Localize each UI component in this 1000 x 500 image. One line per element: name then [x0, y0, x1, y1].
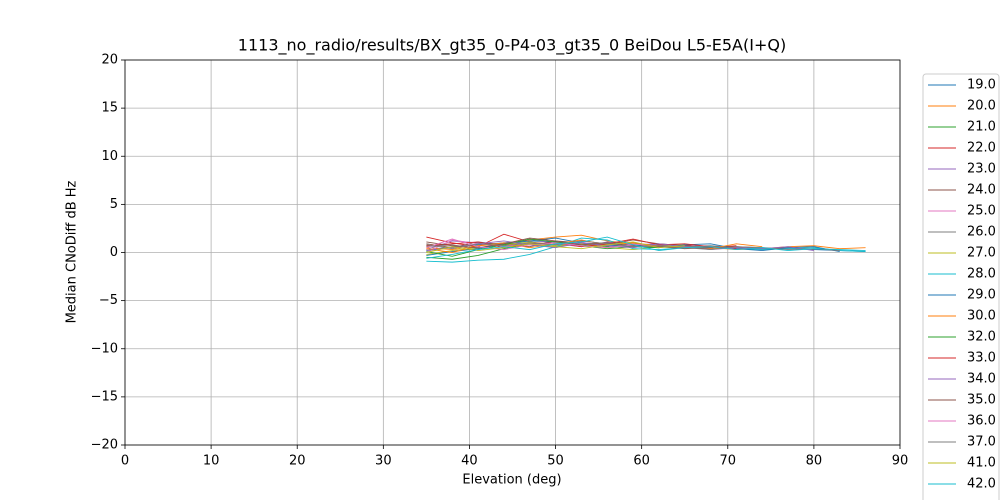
- x-tick-label: 40: [461, 454, 478, 469]
- x-tick-label: 80: [806, 454, 823, 469]
- legend-label: 32.0: [967, 330, 996, 345]
- legend-label: 29.0: [967, 288, 996, 303]
- legend-label: 24.0: [967, 183, 996, 198]
- legend-label: 36.0: [967, 414, 996, 429]
- legend-label: 26.0: [967, 225, 996, 240]
- series-line: [426, 236, 866, 259]
- chart-title: 1113_no_radio/results/BX_gt35_0-P4-03_gt…: [238, 36, 786, 56]
- legend-label: 20.0: [967, 99, 996, 114]
- legend-label: 35.0: [967, 393, 996, 408]
- x-tick-label: 20: [289, 454, 306, 469]
- legend-label: 25.0: [967, 204, 996, 219]
- x-tick-label: 60: [633, 454, 650, 469]
- y-tick-label: 20: [101, 53, 118, 68]
- legend-label: 22.0: [967, 141, 996, 156]
- legend-label: 27.0: [967, 246, 996, 261]
- y-tick-label: −20: [91, 438, 118, 453]
- series-line: [426, 237, 866, 263]
- y-tick-label: 0: [110, 245, 118, 260]
- legend-label: 28.0: [967, 267, 996, 282]
- series-line: [426, 240, 814, 252]
- series-line: [426, 241, 685, 253]
- series-line: [426, 238, 659, 257]
- y-tick-label: 15: [101, 101, 118, 116]
- legend-label: 42.0: [967, 477, 996, 492]
- legend-label: 19.0: [967, 78, 996, 93]
- x-tick-label: 50: [547, 454, 564, 469]
- y-tick-label: 5: [110, 197, 118, 212]
- legend-box: [922, 73, 1000, 500]
- legend-label: 33.0: [967, 351, 996, 366]
- grid: [124, 59, 901, 446]
- y-tick-label: 10: [101, 149, 118, 164]
- series-line: [426, 238, 737, 250]
- y-tick-label: −15: [91, 389, 118, 404]
- series-line: [426, 239, 814, 251]
- legend-label: 21.0: [967, 120, 996, 135]
- x-axis-label: Elevation (deg): [462, 473, 561, 488]
- x-tick-label: 90: [892, 454, 909, 469]
- lines: [426, 233, 866, 263]
- legend-label: 37.0: [967, 435, 996, 450]
- x-tick-label: 10: [203, 454, 220, 469]
- y-axis-label: Median CNoDiff dB Hz: [65, 180, 80, 323]
- series-line: [426, 238, 634, 251]
- legend-label: 41.0: [967, 456, 996, 471]
- legend-label: 30.0: [967, 309, 996, 324]
- y-tick-label: −5: [99, 293, 118, 308]
- ticks: 0 10 20 30 40 50 60 70 80 90 −20 −15 −10 −5 0 5 10 15 20: [91, 53, 909, 469]
- x-tick-label: 30: [375, 454, 392, 469]
- legend: 19.0 20.0 21.0 22.0 23.0 24.0 25.0 26.0 27.0 28.0…: [928, 78, 996, 492]
- x-tick-label: 70: [720, 454, 737, 469]
- legend-label: 23.0: [967, 162, 996, 177]
- y-tick-label: −10: [91, 341, 118, 356]
- x-tick-label: 0: [121, 454, 129, 469]
- legend-label: 34.0: [967, 372, 996, 387]
